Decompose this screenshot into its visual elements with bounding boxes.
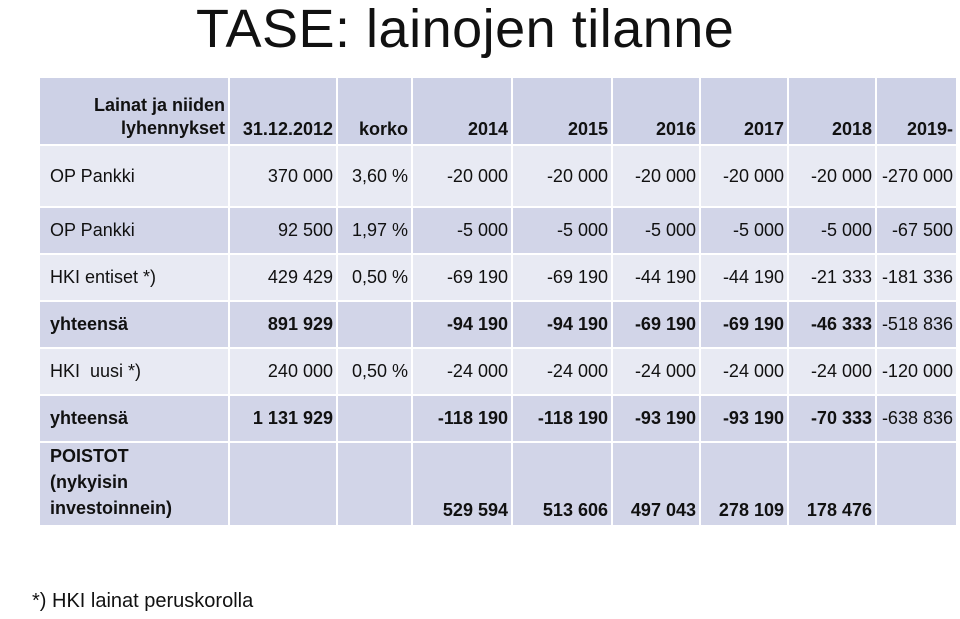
row-amount: 92 500 bbox=[230, 208, 338, 255]
row-rate: 1,97 % bbox=[338, 208, 413, 255]
row-name-line: POISTOT bbox=[50, 446, 129, 466]
row-value: -70 333 bbox=[789, 396, 877, 443]
row-value: -94 190 bbox=[413, 302, 513, 349]
header-name-line1: Lainat ja niiden bbox=[93, 95, 225, 115]
loans-table: Lainat ja niiden lyhennykset 31.12.2012 … bbox=[40, 78, 958, 527]
row-value: -24 000 bbox=[513, 349, 613, 396]
row-amount: 429 429 bbox=[230, 255, 338, 302]
row-value: 497 043 bbox=[613, 443, 701, 527]
row-value: -21 333 bbox=[789, 255, 877, 302]
row-name: OP Pankki bbox=[40, 208, 230, 255]
row-rate bbox=[338, 302, 413, 349]
row-value: -44 190 bbox=[701, 255, 789, 302]
table-row: OP Pankki 370 000 3,60 % -20 000 -20 000… bbox=[40, 146, 958, 208]
row-amount: 891 929 bbox=[230, 302, 338, 349]
row-value: -24 000 bbox=[701, 349, 789, 396]
row-value: -20 000 bbox=[613, 146, 701, 208]
header-name-line2: lyhennykset bbox=[120, 118, 225, 138]
header-year: 2018 bbox=[789, 78, 877, 146]
row-value: -5 000 bbox=[513, 208, 613, 255]
table-row-depreciation: POISTOT (nykyisin investoinnein) 529 594… bbox=[40, 443, 958, 527]
row-rate bbox=[338, 443, 413, 527]
row-value: -20 000 bbox=[701, 146, 789, 208]
row-value: -20 000 bbox=[513, 146, 613, 208]
row-name: HKI uusi *) bbox=[40, 349, 230, 396]
table-header-row: Lainat ja niiden lyhennykset 31.12.2012 … bbox=[40, 78, 958, 146]
row-value: -69 190 bbox=[701, 302, 789, 349]
row-value: -270 000 bbox=[877, 146, 958, 208]
footnote: *) HKI lainat peruskorolla bbox=[32, 590, 254, 612]
row-value: -5 000 bbox=[789, 208, 877, 255]
row-rate: 3,60 % bbox=[338, 146, 413, 208]
row-name: HKI entiset *) bbox=[40, 255, 230, 302]
header-rate: korko bbox=[338, 78, 413, 146]
row-value: -46 333 bbox=[789, 302, 877, 349]
row-amount: 370 000 bbox=[230, 146, 338, 208]
row-value: -118 190 bbox=[413, 396, 513, 443]
table-row-total: yhteensä 1 131 929 -118 190 -118 190 -93… bbox=[40, 396, 958, 443]
header-name-cell: Lainat ja niiden lyhennykset bbox=[40, 78, 230, 146]
row-value: -24 000 bbox=[613, 349, 701, 396]
header-year: 2015 bbox=[513, 78, 613, 146]
header-year: 2017 bbox=[701, 78, 789, 146]
row-value: -93 190 bbox=[701, 396, 789, 443]
row-value: -67 500 bbox=[877, 208, 958, 255]
row-value: 529 594 bbox=[413, 443, 513, 527]
row-name: yhteensä bbox=[40, 302, 230, 349]
row-amount bbox=[230, 443, 338, 527]
row-name: yhteensä bbox=[40, 396, 230, 443]
row-value: -69 190 bbox=[613, 302, 701, 349]
row-value: -94 190 bbox=[513, 302, 613, 349]
row-rate: 0,50 % bbox=[338, 349, 413, 396]
row-value: -120 000 bbox=[877, 349, 958, 396]
row-value: 178 476 bbox=[789, 443, 877, 527]
row-value: 513 606 bbox=[513, 443, 613, 527]
row-name: OP Pankki bbox=[40, 146, 230, 208]
row-value: -118 190 bbox=[513, 396, 613, 443]
row-value: -69 190 bbox=[513, 255, 613, 302]
header-year: 2016 bbox=[613, 78, 701, 146]
row-value: -24 000 bbox=[413, 349, 513, 396]
row-name-line: (nykyisin bbox=[50, 472, 129, 492]
table-row-total: yhteensä 891 929 -94 190 -94 190 -69 190… bbox=[40, 302, 958, 349]
row-amount: 1 131 929 bbox=[230, 396, 338, 443]
row-rate bbox=[338, 396, 413, 443]
row-value: -20 000 bbox=[413, 146, 513, 208]
header-year: 2019- bbox=[877, 78, 958, 146]
row-value: -69 190 bbox=[413, 255, 513, 302]
header-date: 31.12.2012 bbox=[230, 78, 338, 146]
row-value: -181 336 bbox=[877, 255, 958, 302]
table-row: OP Pankki 92 500 1,97 % -5 000 -5 000 -5… bbox=[40, 208, 958, 255]
row-value: -5 000 bbox=[613, 208, 701, 255]
row-amount: 240 000 bbox=[230, 349, 338, 396]
row-value: -44 190 bbox=[613, 255, 701, 302]
row-rate: 0,50 % bbox=[338, 255, 413, 302]
row-name-line: investoinnein) bbox=[50, 498, 173, 518]
row-value: -24 000 bbox=[789, 349, 877, 396]
row-value bbox=[877, 443, 958, 527]
table-row: HKI entiset *) 429 429 0,50 % -69 190 -6… bbox=[40, 255, 958, 302]
row-value: -5 000 bbox=[413, 208, 513, 255]
row-name: POISTOT (nykyisin investoinnein) bbox=[40, 443, 230, 527]
row-value: -518 836 bbox=[877, 302, 958, 349]
row-value: 278 109 bbox=[701, 443, 789, 527]
header-year: 2014 bbox=[413, 78, 513, 146]
table-row: HKI uusi *) 240 000 0,50 % -24 000 -24 0… bbox=[40, 349, 958, 396]
page-title: TASE: lainojen tilanne bbox=[196, 0, 735, 59]
row-value: -93 190 bbox=[613, 396, 701, 443]
row-value: -638 836 bbox=[877, 396, 958, 443]
row-value: -5 000 bbox=[701, 208, 789, 255]
row-value: -20 000 bbox=[789, 146, 877, 208]
loans-table-container: Lainat ja niiden lyhennykset 31.12.2012 … bbox=[40, 78, 958, 527]
